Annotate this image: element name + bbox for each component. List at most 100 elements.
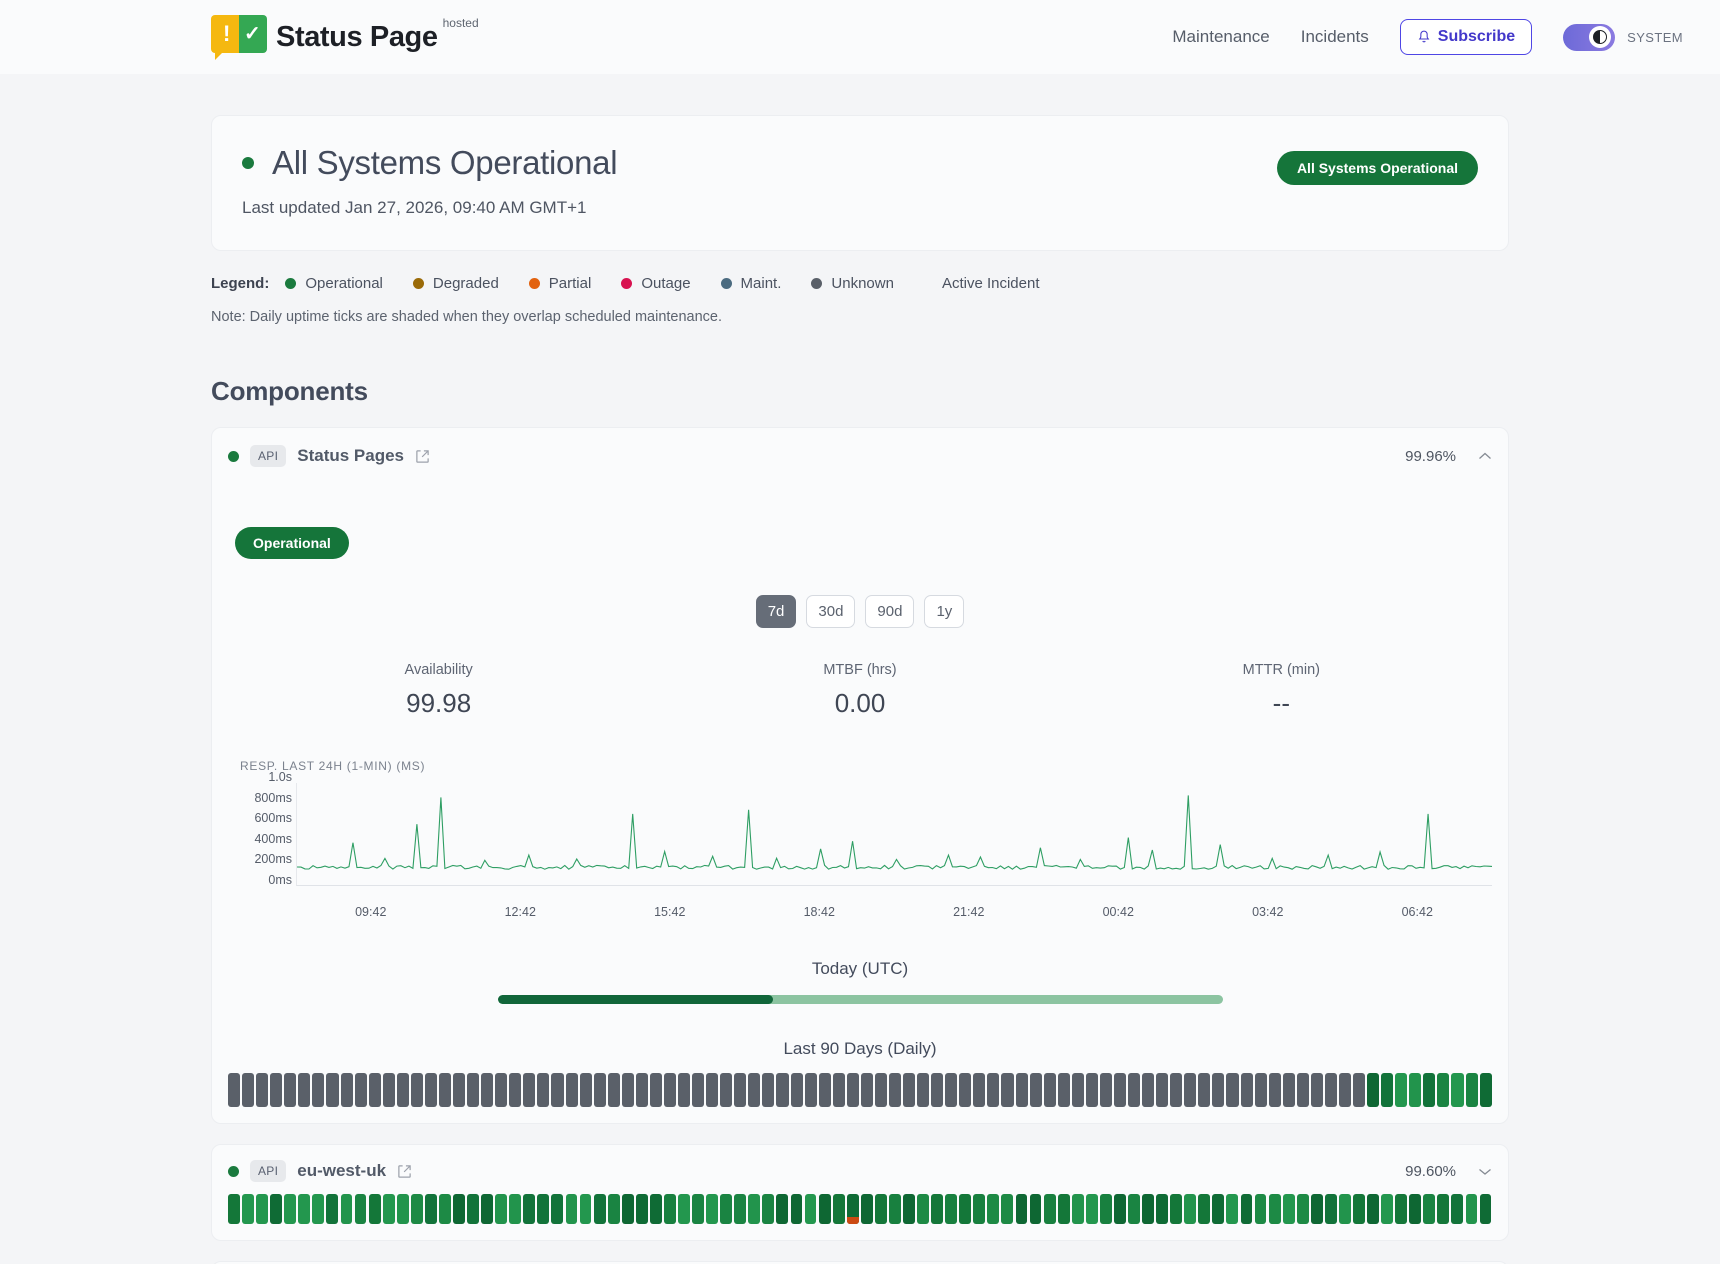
uptime-tick[interactable] — [790, 1194, 803, 1224]
uptime-tick[interactable] — [1057, 1194, 1070, 1224]
uptime-tick[interactable] — [1437, 1194, 1450, 1224]
uptime-tick[interactable] — [804, 1194, 817, 1224]
uptime-tick[interactable] — [1142, 1194, 1154, 1224]
uptime-tick[interactable] — [523, 1194, 536, 1224]
uptime-tick[interactable] — [1437, 1073, 1450, 1107]
uptime-tick[interactable] — [1113, 1194, 1126, 1224]
theme-toggle[interactable] — [1563, 23, 1616, 51]
uptime-tick[interactable] — [1310, 1194, 1323, 1224]
uptime-tick[interactable] — [256, 1073, 269, 1107]
uptime-tick[interactable] — [270, 1073, 283, 1107]
uptime-tick[interactable] — [832, 1073, 845, 1107]
uptime-tick[interactable] — [1409, 1194, 1422, 1224]
uptime-tick[interactable] — [593, 1073, 606, 1107]
uptime-tick[interactable] — [762, 1194, 775, 1224]
range-button-90d[interactable]: 90d — [865, 595, 915, 628]
uptime-tick[interactable] — [635, 1194, 648, 1224]
uptime-tick[interactable] — [888, 1073, 901, 1107]
uptime-tick[interactable] — [860, 1073, 873, 1107]
uptime-tick[interactable] — [270, 1194, 283, 1224]
uptime-tick[interactable] — [917, 1073, 930, 1107]
uptime-tick[interactable] — [382, 1194, 395, 1224]
uptime-tick[interactable] — [228, 1194, 240, 1224]
uptime-tick[interactable] — [1296, 1073, 1309, 1107]
uptime-tick[interactable] — [692, 1073, 705, 1107]
uptime-tick[interactable] — [720, 1194, 733, 1224]
uptime-tick[interactable] — [888, 1194, 901, 1224]
uptime-tick[interactable] — [917, 1194, 929, 1224]
uptime-tick[interactable] — [1085, 1073, 1098, 1107]
uptime-tick[interactable] — [973, 1194, 986, 1224]
uptime-tick[interactable] — [1310, 1073, 1323, 1107]
uptime-tick[interactable] — [481, 1194, 493, 1224]
uptime-tick[interactable] — [903, 1194, 915, 1224]
uptime-tick[interactable] — [1268, 1073, 1281, 1107]
uptime-tick[interactable] — [284, 1073, 297, 1107]
uptime-tick[interactable] — [1353, 1194, 1365, 1224]
uptime-tick[interactable] — [438, 1073, 451, 1107]
uptime-tick[interactable] — [1395, 1194, 1408, 1224]
uptime-tick[interactable] — [776, 1194, 789, 1224]
uptime-tick[interactable] — [706, 1194, 718, 1224]
uptime-tick[interactable] — [354, 1194, 367, 1224]
uptime-tick[interactable] — [537, 1194, 550, 1224]
nav-maintenance[interactable]: Maintenance — [1172, 27, 1270, 46]
external-link-icon[interactable] — [415, 449, 430, 464]
uptime-tick[interactable] — [495, 1194, 508, 1224]
uptime-tick[interactable] — [537, 1073, 550, 1107]
range-button-7d[interactable]: 7d — [755, 595, 797, 628]
uptime-tick[interactable] — [1212, 1194, 1225, 1224]
uptime-tick[interactable] — [424, 1194, 437, 1224]
uptime-tick[interactable] — [1212, 1073, 1225, 1107]
uptime-tick[interactable] — [734, 1194, 747, 1224]
uptime-tick[interactable] — [1240, 1194, 1253, 1224]
uptime-tick[interactable] — [1409, 1073, 1422, 1107]
uptime-tick[interactable] — [1240, 1073, 1253, 1107]
uptime-tick[interactable] — [1184, 1194, 1197, 1224]
uptime-tick[interactable] — [804, 1073, 817, 1107]
uptime-tick[interactable] — [1451, 1194, 1464, 1224]
uptime-tick[interactable] — [720, 1073, 733, 1107]
uptime-tick[interactable] — [818, 1073, 831, 1107]
uptime-tick[interactable] — [551, 1073, 564, 1107]
chevron-up-icon[interactable] — [1478, 451, 1492, 461]
uptime-tick[interactable] — [1479, 1194, 1492, 1224]
uptime-tick[interactable] — [1029, 1073, 1042, 1107]
uptime-tick[interactable] — [565, 1194, 578, 1224]
uptime-tick[interactable] — [1170, 1073, 1183, 1107]
uptime-tick[interactable] — [298, 1073, 311, 1107]
uptime-tick[interactable] — [1029, 1194, 1042, 1224]
uptime-tick[interactable] — [565, 1073, 578, 1107]
uptime-tick[interactable] — [706, 1073, 719, 1107]
uptime-tick[interactable] — [1184, 1073, 1197, 1107]
uptime-tick[interactable] — [1113, 1073, 1126, 1107]
uptime-tick[interactable] — [326, 1073, 339, 1107]
external-link-icon[interactable] — [397, 1164, 412, 1179]
uptime-tick[interactable] — [509, 1073, 522, 1107]
uptime-tick[interactable] — [1099, 1073, 1112, 1107]
uptime-tick[interactable] — [649, 1073, 662, 1107]
uptime-tick[interactable] — [903, 1073, 916, 1107]
uptime-tick[interactable] — [776, 1073, 789, 1107]
uptime-tick[interactable] — [1001, 1194, 1014, 1224]
uptime-tick[interactable] — [678, 1194, 690, 1224]
uptime-tick[interactable] — [1085, 1194, 1098, 1224]
uptime-tick[interactable] — [1156, 1194, 1168, 1224]
uptime-tick[interactable] — [1423, 1073, 1436, 1107]
uptime-tick[interactable] — [846, 1073, 859, 1107]
uptime-tick[interactable] — [579, 1194, 592, 1224]
uptime-tick[interactable] — [368, 1073, 381, 1107]
uptime-tick[interactable] — [410, 1194, 423, 1224]
uptime-tick[interactable] — [396, 1073, 409, 1107]
uptime-tick[interactable] — [1156, 1073, 1169, 1107]
uptime-tick[interactable] — [1282, 1194, 1295, 1224]
uptime-tick[interactable] — [607, 1194, 620, 1224]
uptime-tick[interactable] — [818, 1194, 831, 1224]
component-header[interactable]: API eu-west-uk 99.60% — [228, 1160, 1492, 1182]
uptime-tick[interactable] — [523, 1073, 536, 1107]
uptime-tick[interactable] — [509, 1194, 522, 1224]
uptime-tick[interactable] — [621, 1073, 634, 1107]
uptime-tick[interactable] — [874, 1194, 887, 1224]
uptime-tick[interactable] — [256, 1194, 268, 1224]
uptime-tick[interactable] — [1465, 1073, 1478, 1107]
